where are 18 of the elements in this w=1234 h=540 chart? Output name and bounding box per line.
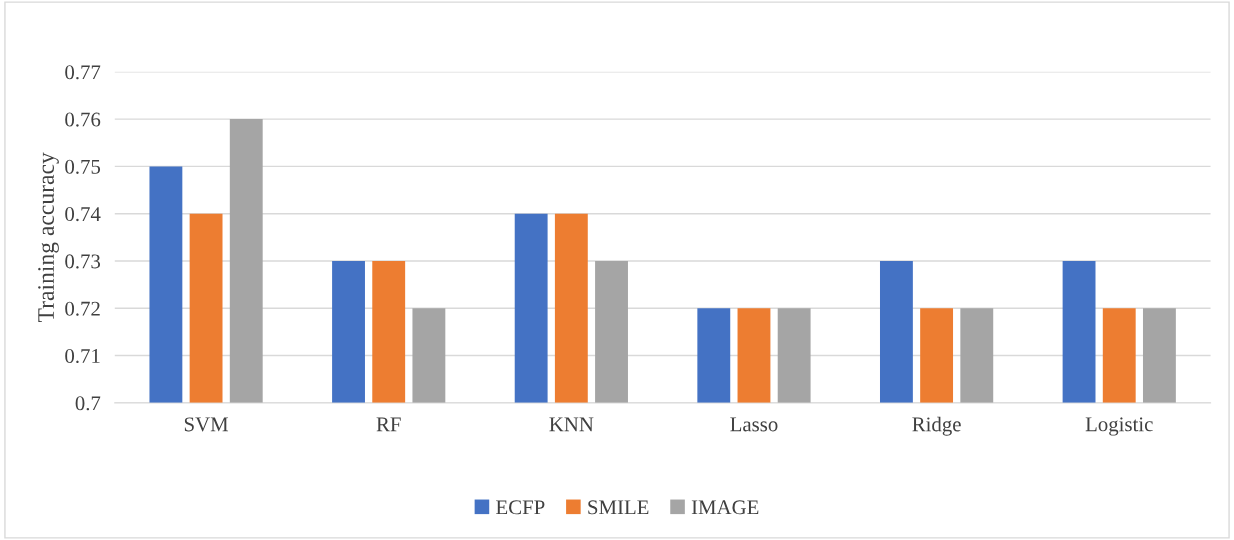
y-axis-title: Training accuracy [38,152,59,323]
x-tick-label: KNN [549,417,594,432]
y-tick-label: 0.71 [65,348,100,364]
y-tick-label: 0.73 [65,254,101,269]
legend-label: SMILE [588,500,649,515]
x-tick-label: RF [376,417,401,432]
x-tick-label: Logistic [1085,417,1153,436]
x-tick-label: Ridge [912,416,961,436]
x-tick-label: Lasso [730,417,778,432]
x-tick-label: SVM [184,417,229,432]
legend-label: IMAGE [691,500,759,515]
y-tick-label: 0.75 [65,159,101,174]
y-tick-label: 0.76 [65,112,101,127]
y-tick-label: 0.77 [65,65,101,80]
y-tick-label: 0.74 [65,207,101,222]
legend-label: ECFP [496,500,545,515]
y-tick-label: 0.72 [65,301,100,316]
y-tick-label: 0.7 [75,396,101,411]
